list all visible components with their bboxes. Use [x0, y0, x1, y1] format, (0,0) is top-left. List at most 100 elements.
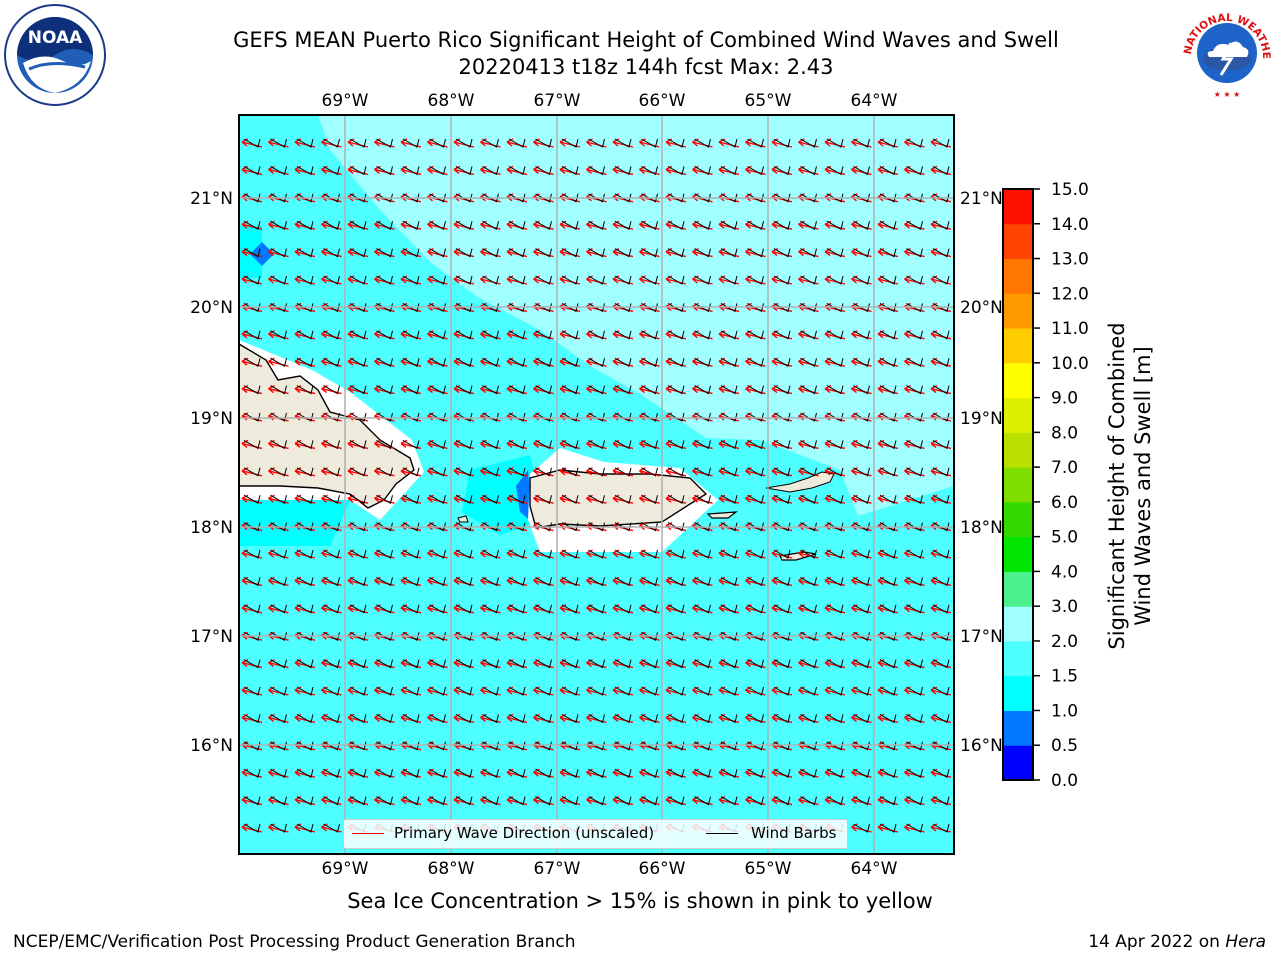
wind-barb [879, 823, 897, 833]
wind-barb [588, 467, 605, 477]
wind-barb [349, 357, 367, 367]
wind-barb [694, 467, 711, 477]
wind-barb [826, 138, 844, 148]
wind-barb [508, 275, 526, 285]
wind-barb [376, 604, 393, 614]
wind-barb [270, 631, 287, 641]
wind-barb [694, 796, 711, 806]
wind-barb [296, 631, 314, 641]
wind-barb [376, 193, 393, 203]
wind-barb [535, 659, 552, 669]
wind-barb [826, 439, 844, 450]
wind-barb [853, 796, 870, 806]
wind-barb [747, 357, 764, 367]
wind-barb [773, 549, 791, 559]
wind-barb [667, 467, 685, 477]
wind-barb [614, 604, 632, 614]
wind-barb [906, 823, 923, 833]
wind-barb [906, 193, 923, 203]
wind-barb [641, 412, 658, 422]
wind-barb [296, 796, 314, 806]
wind-barb [323, 549, 340, 559]
colorbar-segment [1003, 258, 1033, 294]
wind-barb [800, 412, 817, 422]
wind-barb [296, 385, 314, 395]
wind-barb [243, 412, 261, 422]
wind-barb [720, 768, 738, 778]
wind-barb [561, 138, 579, 148]
colorbar-tick-label: 3.0 [1051, 597, 1078, 617]
wind-barb [270, 576, 287, 587]
wind-barb [588, 439, 605, 450]
wind-barb [800, 604, 817, 614]
wind-barb [349, 412, 367, 422]
wind-barb [349, 385, 367, 395]
wind-barb [508, 138, 526, 148]
wind-barb [561, 357, 579, 367]
wind-barb [349, 713, 367, 724]
wind-barb [932, 631, 950, 641]
sea-field-1.0-1.5 [239, 500, 350, 546]
wind-barb [853, 165, 870, 176]
wind-barb [906, 576, 923, 587]
colorbar-segment [1003, 606, 1033, 642]
wind-barb [614, 659, 632, 669]
colorbar-tick-label: 7.0 [1051, 458, 1078, 478]
wind-barb [323, 604, 340, 614]
wind-barb [614, 494, 632, 504]
wind-barb [561, 686, 579, 696]
wind-barb [402, 165, 420, 176]
wind-barb [243, 659, 261, 669]
wind-barb [535, 796, 552, 806]
wind-barb [376, 659, 393, 669]
wind-barb [376, 357, 393, 367]
wind-barb [773, 439, 791, 450]
wind-barb [826, 604, 844, 614]
wind-barb [694, 686, 711, 696]
wind-barb [720, 302, 738, 313]
wind-barb [826, 275, 844, 285]
wind-barb [641, 713, 658, 724]
wind-barb [747, 604, 764, 614]
wind-barb [879, 659, 897, 669]
wind-barb [667, 275, 685, 285]
wind-barb [376, 302, 393, 313]
wind-barb [349, 631, 367, 641]
wind-barb [906, 796, 923, 806]
wind-barb [694, 330, 711, 340]
wind-barb [853, 549, 870, 559]
wind-barb [535, 412, 552, 422]
left-lat-labels: 21°N 20°N 19°N 18°N 17°N 16°N [190, 189, 233, 756]
wind-barb [349, 193, 367, 203]
wind-barb [376, 248, 393, 258]
wind-barb [508, 768, 526, 778]
lat-label: 19°N [190, 409, 233, 429]
colorbar-segment [1003, 432, 1033, 468]
wind-barb [376, 439, 393, 450]
lon-label: 68°W [428, 859, 475, 879]
wind-barb [296, 823, 314, 833]
noaa-logo: NOAA [3, 3, 107, 111]
wind-barb [508, 165, 526, 176]
wind-barb [270, 522, 287, 532]
wind-barb [455, 768, 473, 778]
wind-barb [747, 248, 764, 258]
wind-barb [879, 604, 897, 614]
wind-barb [906, 713, 923, 724]
wind-barb [323, 193, 340, 203]
wind-barb [508, 796, 526, 806]
wind-barb [747, 796, 764, 806]
wind-barb [429, 467, 446, 477]
wind-barb [349, 576, 367, 587]
wind-barb [455, 522, 473, 532]
wind-barb [826, 357, 844, 367]
wind-barb [296, 330, 314, 340]
bottom-lon-labels: 69°W 68°W 67°W 66°W 65°W 64°W [322, 859, 898, 879]
wind-barb [853, 330, 870, 340]
wind-barb [535, 604, 552, 614]
wind-barb [482, 576, 499, 587]
wind-barb [588, 659, 605, 669]
wind-barb [508, 467, 526, 477]
wind-barb [826, 522, 844, 532]
